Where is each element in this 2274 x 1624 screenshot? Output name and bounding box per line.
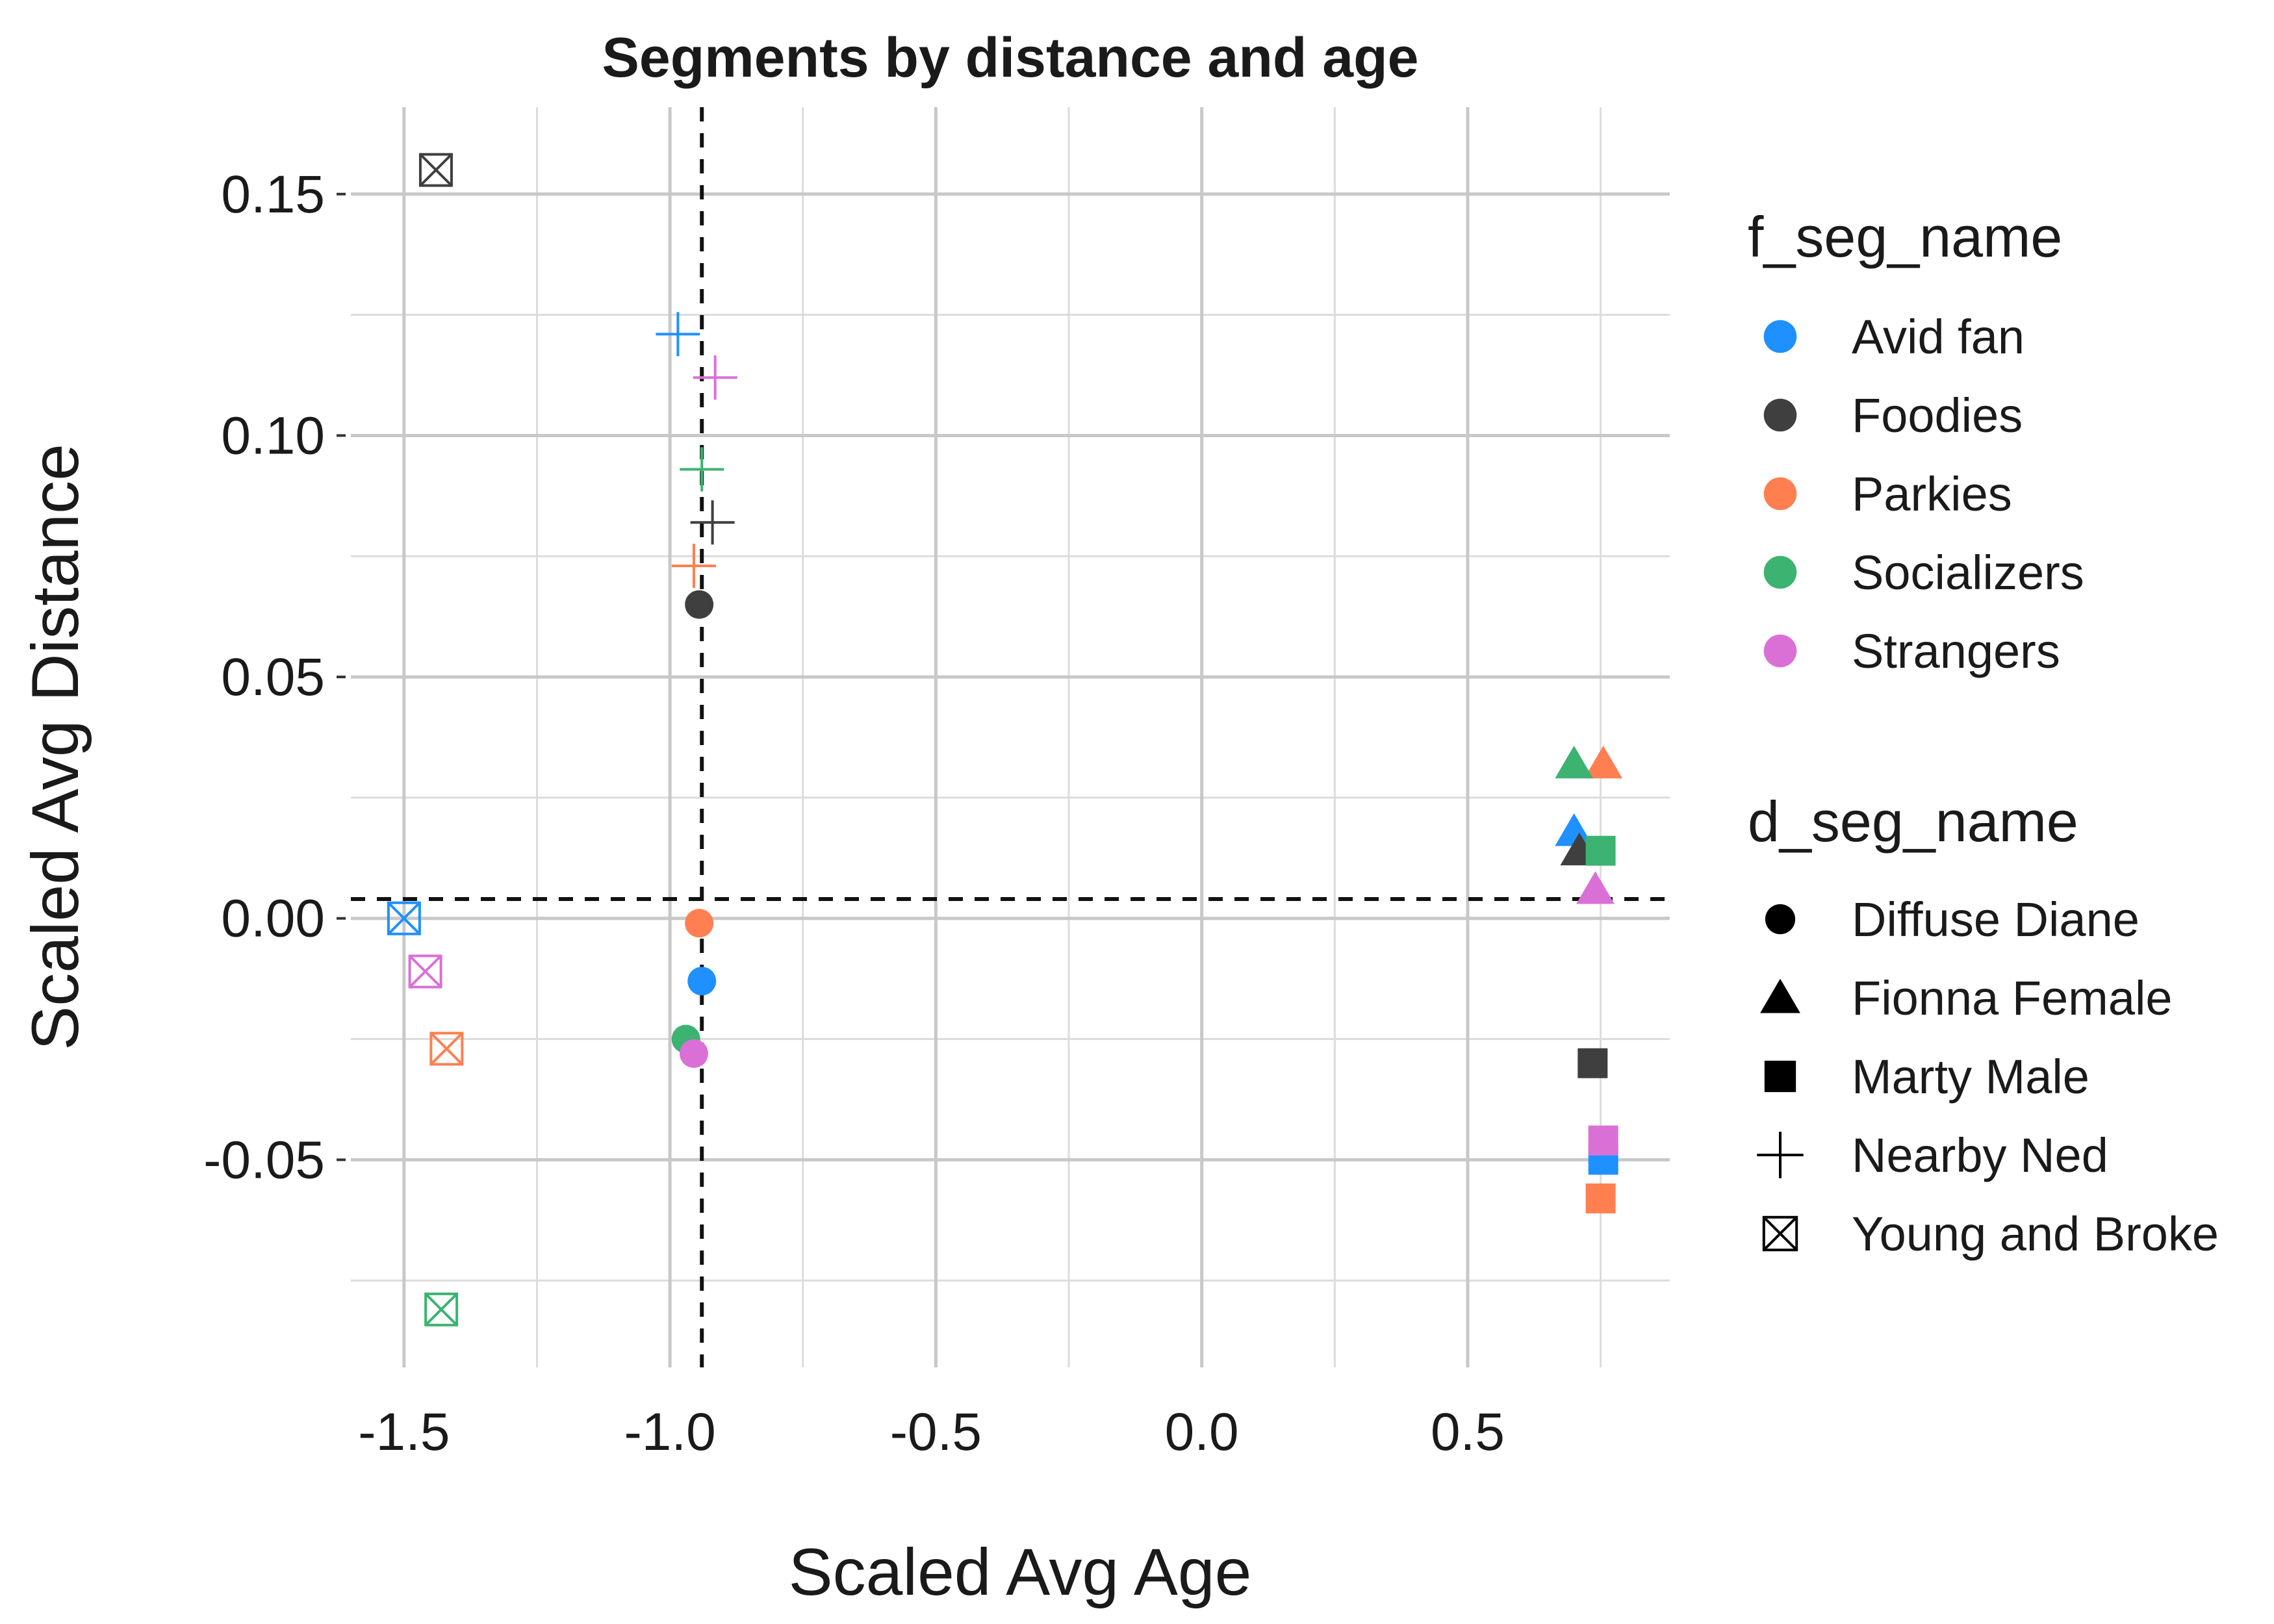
data-point-circle-parkies	[685, 909, 714, 938]
legend-label-avid-fan: Avid fan	[1852, 310, 2025, 364]
data-point-plus-socializers	[680, 447, 724, 492]
data-point-square-parkies	[1585, 1183, 1616, 1213]
legend-key-foodies	[1763, 398, 1797, 432]
data-point-triangle-avid-fan	[1555, 813, 1594, 846]
x-tick-label: 0.5	[1431, 1402, 1505, 1462]
data-point-circle-avid-fan	[687, 967, 717, 996]
data-point-triangle-strangers	[1576, 871, 1615, 904]
data-point-boxx-parkies	[429, 1032, 464, 1066]
y-tick-label: 0.10	[221, 406, 325, 465]
y-tick-label: 0.15	[221, 165, 325, 224]
legend-label-young-and-broke: Young and Broke	[1852, 1207, 2219, 1261]
x-tick-label: -1.0	[624, 1402, 715, 1462]
data-point-triangle-socializers	[1555, 745, 1594, 779]
legend-key-plus	[1757, 1132, 1804, 1178]
legend-label-parkies: Parkies	[1852, 467, 2012, 521]
legend-key-boxx	[1762, 1215, 1798, 1252]
legend-label-strangers: Strangers	[1852, 624, 2060, 678]
y-tick-label: 0.05	[221, 648, 325, 707]
data-point-boxx-foodies	[418, 153, 453, 187]
data-point-plus-strangers	[693, 355, 737, 400]
legend-key-square	[1764, 1060, 1796, 1093]
data-point-square-foodies	[1578, 1048, 1608, 1078]
axes: -1.5 -1.0 -0.5 0.0 0.5 -0.05 0.00 0.05 0.10 0.15	[203, 165, 1505, 1462]
data-point-plus-foodies	[690, 500, 735, 545]
data-point-boxx-avid-fan	[387, 901, 421, 935]
legend-label-socializers: Socializers	[1852, 546, 2084, 600]
data-point-triangle-parkies	[1584, 745, 1623, 779]
x-axis-title: Scaled Avg Age	[789, 1535, 1252, 1609]
legend-key-parkies	[1763, 477, 1797, 511]
data-point-circle-foodies	[685, 590, 714, 619]
legend-label-marty-male: Marty Male	[1852, 1050, 2089, 1104]
y-tick-label: -0.05	[203, 1130, 325, 1189]
x-tick-label: -0.5	[890, 1402, 982, 1462]
legend-key-circle	[1765, 904, 1796, 935]
data-point-square-socializers	[1585, 835, 1616, 866]
x-tick-label: 0.0	[1165, 1402, 1239, 1462]
data-point-plus-parkies	[671, 544, 716, 589]
legend-label-foodies: Foodies	[1852, 388, 2023, 442]
y-axis-title: Scaled Avg Distance	[18, 444, 92, 1050]
chart-title: Segments by distance and age	[602, 27, 1419, 89]
legend-key-socializers	[1763, 555, 1797, 589]
grid	[351, 107, 1670, 1367]
data-point-square-strangers	[1588, 1125, 1618, 1156]
legend-key-avid-fan	[1763, 320, 1797, 353]
y-tick-label: 0.00	[221, 889, 325, 948]
data-points	[387, 153, 1623, 1326]
legend: f_seg_name d_seg_name Avid fan Foodies Par…	[1748, 205, 2219, 1261]
color-legend-title: f_seg_name	[1748, 205, 2062, 269]
data-point-circle-strangers	[679, 1039, 708, 1068]
data-point-boxx-socializers	[424, 1292, 459, 1326]
legend-key-strangers	[1763, 634, 1797, 668]
shape-legend-title: d_seg_name	[1748, 789, 2078, 854]
reference-lines	[351, 107, 1670, 1367]
legend-key-triangle	[1760, 978, 1800, 1013]
legend-label-nearby-ned: Nearby Ned	[1852, 1128, 2108, 1182]
data-point-boxx-strangers	[408, 954, 442, 989]
x-tick-label: -1.5	[358, 1402, 450, 1462]
data-point-plus-avid-fan	[656, 312, 700, 357]
legend-label-diffuse-diane: Diffuse Diane	[1852, 893, 2140, 946]
legend-label-fionna-female: Fionna Female	[1852, 971, 2173, 1025]
